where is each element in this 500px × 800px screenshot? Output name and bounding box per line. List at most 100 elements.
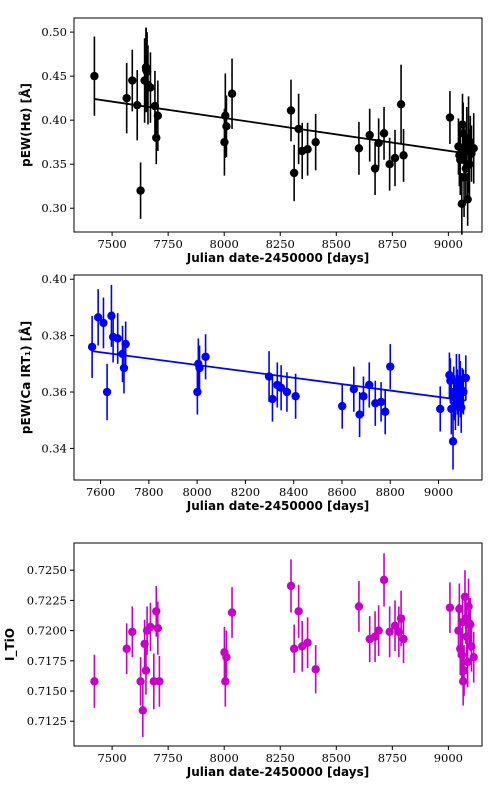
data-point bbox=[289, 168, 299, 178]
data-point bbox=[87, 342, 97, 352]
data-point bbox=[380, 407, 390, 416]
data-point bbox=[291, 392, 300, 401]
data-point bbox=[454, 396, 463, 405]
data-point bbox=[460, 146, 470, 156]
data-point bbox=[376, 397, 386, 407]
panel-ca-irt: 7600 7800 8000 8200 8400 8600 8800 9000 0.34 0.36… bbox=[18, 272, 483, 513]
x-axis-title: Julian date-2450000 [days] bbox=[186, 251, 369, 265]
y-tick-label: 0.50 bbox=[41, 25, 67, 39]
y-axis-title: pEW(Hα) [Å] bbox=[18, 83, 33, 167]
y-tick-label: 0.38 bbox=[41, 329, 67, 343]
data-point bbox=[459, 666, 469, 675]
data-point bbox=[467, 642, 476, 651]
data-point bbox=[289, 644, 299, 653]
data-point bbox=[390, 621, 400, 630]
data-point bbox=[379, 129, 389, 138]
x-tick-label: 8600 bbox=[327, 485, 356, 499]
data-point bbox=[374, 626, 383, 635]
data-point bbox=[466, 137, 475, 147]
data-point bbox=[303, 145, 312, 154]
data-point bbox=[445, 113, 455, 122]
data-point bbox=[201, 352, 210, 361]
data-point bbox=[153, 111, 163, 120]
data-point bbox=[464, 602, 473, 611]
data-point bbox=[469, 652, 478, 662]
axes-frame bbox=[73, 274, 483, 481]
data-point bbox=[399, 151, 408, 160]
panel-tio-index: 7500 7750 8000 8250 8500 8750 9000 0.7125 0.7150… bbox=[3, 542, 483, 779]
x-tick-label: 8400 bbox=[279, 485, 308, 499]
data-point bbox=[457, 199, 467, 209]
data-point bbox=[128, 76, 137, 85]
data-point bbox=[193, 387, 202, 397]
data-point bbox=[365, 130, 374, 140]
x-tick-label: 8500 bbox=[322, 237, 351, 251]
data-point bbox=[386, 362, 395, 371]
data-point bbox=[141, 666, 151, 675]
data-point bbox=[155, 677, 164, 686]
data-point bbox=[454, 626, 463, 635]
x-tick-label: 9000 bbox=[434, 237, 463, 251]
fit-line bbox=[91, 350, 466, 402]
data-point bbox=[455, 375, 464, 384]
data-point bbox=[222, 122, 231, 131]
data-point bbox=[355, 410, 364, 419]
data-point bbox=[121, 339, 130, 349]
data-point bbox=[122, 93, 131, 103]
y-tick-label: 0.7225 bbox=[27, 593, 67, 607]
data-point bbox=[457, 650, 467, 659]
data-point bbox=[136, 677, 145, 686]
x-tick-label: 8250 bbox=[266, 237, 295, 251]
y-tick-label: 0.7200 bbox=[27, 624, 67, 638]
data-point bbox=[152, 133, 161, 142]
x-tick-label: 8250 bbox=[266, 751, 295, 765]
x-tick-label: 8000 bbox=[182, 485, 211, 499]
x-tick-label: 9000 bbox=[434, 751, 463, 765]
data-point bbox=[195, 363, 204, 373]
x-tick-label: 8750 bbox=[378, 751, 407, 765]
data-point bbox=[458, 120, 467, 129]
data-point bbox=[136, 186, 145, 195]
data-point bbox=[90, 677, 99, 686]
data-point bbox=[370, 164, 380, 173]
data-point bbox=[119, 363, 129, 373]
panel-halpha: 7500 7750 8000 8250 8500 8750 9000 0.30 0.35 0.40… bbox=[18, 17, 483, 265]
data-point bbox=[264, 372, 274, 381]
x-tick-label: 7500 bbox=[97, 751, 126, 765]
data-point bbox=[436, 404, 445, 414]
y-tick-label: 0.7125 bbox=[27, 714, 67, 728]
data-point bbox=[365, 380, 374, 390]
data-point bbox=[107, 311, 116, 321]
y-tick-label: 0.30 bbox=[41, 201, 67, 215]
y-axis-title: I_TiO bbox=[3, 628, 18, 661]
axes-frame bbox=[73, 17, 483, 233]
data-point bbox=[153, 623, 163, 633]
data-point bbox=[385, 627, 394, 637]
x-tick-label: 8200 bbox=[231, 485, 260, 499]
y-tick-label: 0.7175 bbox=[27, 654, 67, 668]
data-point bbox=[374, 138, 383, 148]
data-point bbox=[460, 592, 470, 601]
data-point bbox=[396, 100, 406, 109]
data-point bbox=[445, 603, 455, 612]
data-point bbox=[466, 620, 475, 629]
data-point bbox=[457, 403, 466, 412]
data-point bbox=[221, 111, 230, 120]
data-point bbox=[146, 622, 155, 632]
data-point bbox=[463, 195, 472, 204]
x-tick-label: 7750 bbox=[154, 751, 183, 765]
x-tick-label: 8800 bbox=[376, 485, 405, 499]
y-tick-label: 0.40 bbox=[41, 113, 67, 127]
data-point bbox=[454, 142, 463, 151]
y-tick-label: 0.7150 bbox=[27, 684, 67, 698]
data-point bbox=[465, 159, 474, 169]
x-tick-label: 7800 bbox=[134, 485, 163, 499]
data-point bbox=[222, 652, 231, 662]
data-point bbox=[294, 607, 303, 616]
data-point bbox=[286, 581, 296, 591]
data-point bbox=[118, 349, 127, 359]
data-point bbox=[311, 137, 320, 147]
data-point bbox=[458, 677, 468, 686]
x-tick-label: 8750 bbox=[378, 237, 407, 251]
y-tick-label: 0.7250 bbox=[27, 563, 67, 577]
